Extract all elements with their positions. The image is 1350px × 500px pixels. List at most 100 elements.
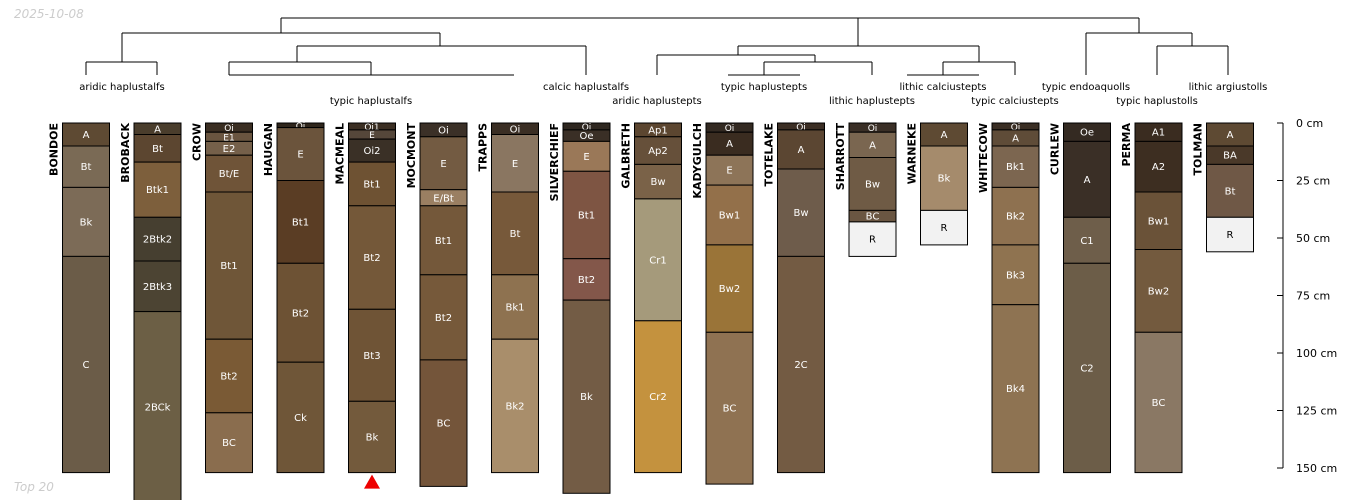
horizon-label: Oi bbox=[1011, 123, 1021, 133]
horizon-label: 2Btk3 bbox=[143, 282, 172, 293]
horizon-block bbox=[419, 205, 468, 276]
horizon-label: Oi bbox=[224, 124, 234, 134]
horizon-block bbox=[205, 154, 253, 193]
horizon-block bbox=[920, 145, 968, 211]
horizon-block bbox=[705, 331, 754, 485]
profile-name: HAUGAN bbox=[262, 123, 275, 176]
horizon-label: Bt2 bbox=[292, 308, 309, 319]
horizon-label: Ck bbox=[294, 413, 307, 424]
depth-tick-label: 125 cm bbox=[1296, 405, 1337, 418]
profile-name: TOLMAN bbox=[1192, 123, 1205, 176]
horizon-block bbox=[62, 186, 110, 257]
profile-name: PERMA bbox=[1120, 123, 1133, 167]
horizon-label: Bk1 bbox=[1006, 162, 1025, 173]
horizon-label: R bbox=[1227, 230, 1234, 241]
horizon-block bbox=[1063, 140, 1111, 218]
horizon-label: Oi bbox=[438, 125, 449, 136]
horizon-label: Bt1 bbox=[292, 217, 309, 228]
horizon-block bbox=[991, 145, 1040, 188]
horizon-label: Oi bbox=[796, 123, 806, 133]
horizon-label: Bt3 bbox=[363, 351, 380, 362]
horizon-block bbox=[562, 258, 611, 301]
horizon-label: A bbox=[798, 145, 805, 156]
profile-name: TOTELAKE bbox=[763, 123, 776, 186]
horizon-block bbox=[848, 157, 897, 211]
profile-name: GALBRETH bbox=[620, 123, 633, 189]
horizon-label: Bt bbox=[510, 229, 521, 240]
horizon-label: Bk1 bbox=[505, 303, 524, 314]
profile-name: TRAPPS bbox=[477, 123, 490, 172]
profile-name: WHITECOW bbox=[977, 123, 990, 193]
horizon-label: BC bbox=[222, 438, 236, 449]
horizon-block bbox=[1134, 249, 1183, 333]
group-label: calcic haplustalfs bbox=[543, 82, 629, 93]
profile-name: SHARROTT bbox=[834, 123, 847, 191]
horizon-block bbox=[1134, 331, 1183, 474]
dendrogram: aridic haplustalfs typic haplustalfs cal… bbox=[79, 17, 1268, 107]
horizon-label: Btk1 bbox=[146, 185, 169, 196]
horizon-block bbox=[205, 412, 253, 474]
horizon-label: Bk bbox=[580, 392, 593, 403]
group-label: typic haplustepts bbox=[721, 82, 807, 93]
profile-name: MACMEAL bbox=[334, 123, 347, 185]
horizon-block bbox=[419, 274, 468, 361]
horizon-label: R bbox=[941, 223, 948, 234]
horizon-label: Oi bbox=[510, 124, 521, 135]
horizon-label: C1 bbox=[1080, 236, 1093, 247]
date-label: 2025-10-08 bbox=[14, 7, 84, 21]
horizon-label: A bbox=[941, 130, 948, 141]
horizon-label: Oi1 bbox=[364, 123, 379, 133]
profile-name: CROW bbox=[191, 123, 204, 161]
horizon-label: Cr2 bbox=[649, 392, 666, 403]
horizon-block bbox=[491, 338, 539, 474]
horizon-label: E bbox=[512, 159, 518, 170]
horizon-block bbox=[634, 198, 682, 322]
horizon-block bbox=[276, 361, 325, 474]
horizon-label: Bt1 bbox=[220, 261, 237, 272]
horizon-label: Bt bbox=[1225, 186, 1236, 197]
horizon-block bbox=[777, 129, 825, 170]
horizon-block bbox=[62, 145, 110, 188]
horizon-label: Bt2 bbox=[435, 313, 452, 324]
profile-name: CURLEW bbox=[1049, 123, 1062, 175]
horizon-block bbox=[634, 136, 682, 165]
horizon-block bbox=[848, 131, 897, 158]
profile-name: SILVERCHIEF bbox=[548, 123, 561, 201]
horizon-label: Ap1 bbox=[648, 125, 668, 136]
horizon-block bbox=[1063, 216, 1111, 264]
horizon-label: BC bbox=[866, 212, 880, 223]
horizon-label: Bt bbox=[152, 144, 163, 155]
horizon-block bbox=[348, 400, 396, 474]
horizon-block bbox=[920, 209, 968, 246]
horizon-label: Bk2 bbox=[505, 401, 524, 412]
warning-triangle-icon bbox=[364, 474, 380, 489]
horizon-label: E bbox=[583, 152, 589, 163]
horizon-block bbox=[133, 260, 182, 313]
horizon-block bbox=[991, 304, 1040, 474]
horizon-label: A bbox=[1012, 133, 1019, 144]
horizon-label: E bbox=[297, 150, 303, 161]
horizon-label: Bt1 bbox=[435, 236, 452, 247]
horizon-block bbox=[205, 191, 253, 340]
horizon-label: Bk4 bbox=[1006, 384, 1025, 395]
horizon-label: BA bbox=[1223, 151, 1237, 162]
horizon-label: Bt1 bbox=[578, 211, 595, 222]
horizon-block bbox=[276, 180, 325, 264]
horizon-label: Bw2 bbox=[719, 284, 740, 295]
horizon-label: Oe bbox=[1080, 128, 1094, 139]
horizon-block bbox=[562, 299, 611, 494]
horizon-block bbox=[562, 140, 611, 172]
horizon-label: A bbox=[726, 139, 733, 150]
horizon-block bbox=[562, 170, 611, 260]
horizon-label: Bk bbox=[366, 432, 379, 443]
horizon-label: Bw2 bbox=[1148, 286, 1169, 297]
horizon-label: E bbox=[726, 166, 732, 177]
horizon-block bbox=[1206, 163, 1254, 218]
group-label: lithic argiustolls bbox=[1189, 82, 1268, 93]
horizon-label: Oi2 bbox=[363, 146, 380, 157]
horizon-label: Bw1 bbox=[719, 211, 740, 222]
group-label: typic haplustolls bbox=[1116, 96, 1198, 107]
horizon-block bbox=[991, 186, 1040, 246]
horizon-label: A1 bbox=[1152, 128, 1165, 139]
